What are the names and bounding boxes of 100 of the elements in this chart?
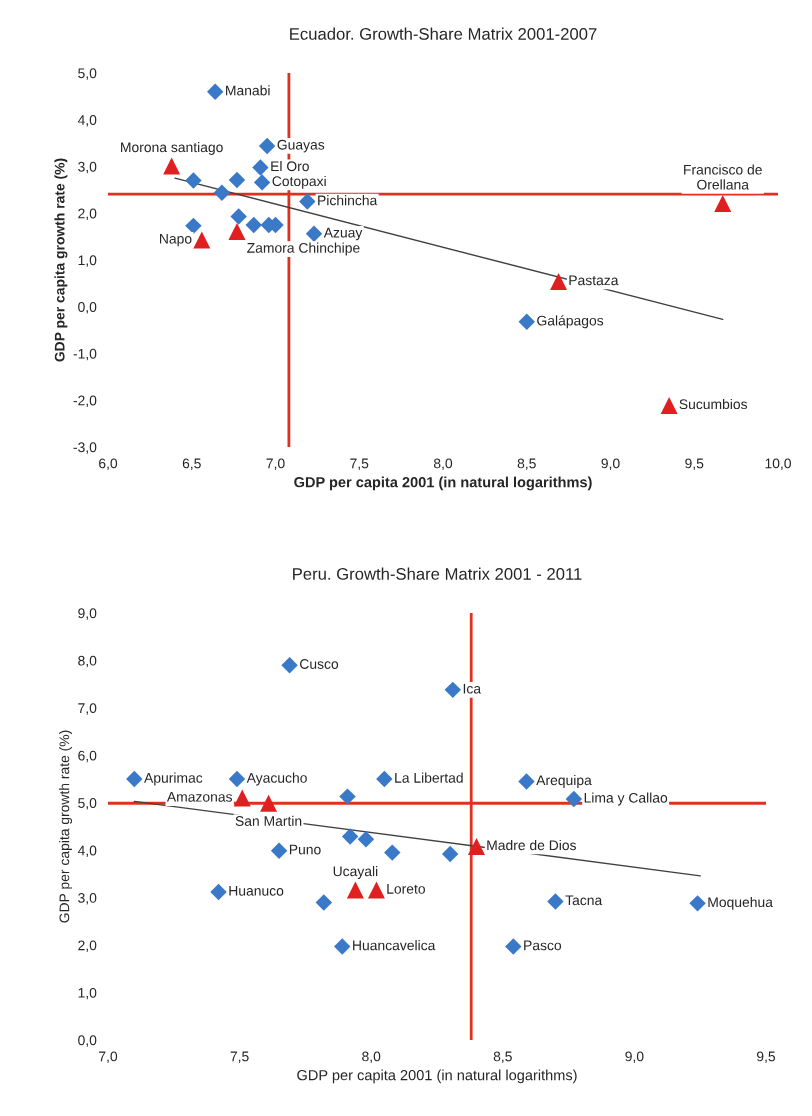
point (252, 159, 269, 176)
annotation: Sucumbios (679, 398, 748, 410)
x-tick-label: 8,0 (433, 458, 453, 470)
annotation: Pichincha (318, 195, 378, 206)
point (228, 222, 246, 240)
x-axis-title: GDP per capita 2001 (in natural logarithms) (297, 1069, 577, 1084)
point (505, 938, 522, 955)
point (281, 656, 298, 674)
annotation: Cotopaxi (272, 175, 326, 189)
annotation: San Martin (235, 815, 302, 826)
point (714, 194, 732, 212)
point (299, 193, 316, 210)
y-axis-title: GDP per capita growth rate (%) (54, 158, 68, 362)
y-tick-label: 3,0 (78, 161, 97, 174)
annotation: Apurimac (144, 772, 203, 786)
point (233, 789, 251, 807)
x-tick-label: 6,5 (182, 458, 201, 470)
annotation: Morona santiago (121, 141, 223, 155)
annotation: Manabi (226, 85, 270, 96)
annotation: Ica (463, 683, 482, 694)
y-tick-label: 3,0 (78, 893, 97, 905)
y-tick-label: 8,0 (78, 655, 97, 668)
y-tick-label: 4,0 (77, 115, 97, 127)
point (228, 770, 246, 788)
point (518, 773, 535, 790)
annotation: Ayacucho (246, 772, 307, 786)
annotation: Ucayali (333, 866, 378, 879)
point (245, 216, 262, 234)
point (346, 881, 364, 899)
annotation: Amazonas (166, 792, 233, 802)
y-tick-label: 0,0 (78, 1035, 97, 1047)
y-tick-label: 1,0 (78, 987, 97, 1000)
x-tick-label: 9,5 (757, 1051, 776, 1063)
point (547, 893, 564, 910)
x-tick-label: 10,0 (765, 458, 791, 470)
annotation: Huanuco (229, 886, 284, 896)
point (689, 895, 706, 912)
x-tick-label: 9,5 (685, 458, 704, 470)
annotation: Arequipa (536, 774, 592, 788)
annotation: Zamora Chinchipe (247, 242, 360, 256)
x-tick-label: 8,5 (493, 1051, 512, 1063)
point (518, 313, 535, 330)
point (384, 844, 401, 861)
chart-title: Peru. Growth-Share Matrix 2001 - 2011 (293, 567, 582, 580)
y-tick-label: -2,0 (73, 395, 97, 408)
x-tick-label: 7,5 (230, 1051, 249, 1063)
point (315, 894, 333, 911)
y-tick-label: -1,0 (73, 348, 97, 361)
y-tick-label: 0,0 (78, 302, 97, 314)
point (341, 828, 359, 845)
point (193, 231, 211, 249)
point (444, 681, 462, 699)
x-tick-label: 9,0 (625, 1051, 644, 1063)
point (253, 174, 271, 191)
point (334, 938, 351, 955)
point (305, 225, 323, 243)
annotation: Cusco (300, 659, 339, 669)
x-tick-label: 7,5 (350, 458, 369, 470)
point (185, 217, 202, 235)
point (367, 881, 385, 899)
annotation: Francisco de Orellana (684, 164, 762, 190)
x-tick-label: 6,0 (99, 458, 118, 470)
annotation: Puno (289, 844, 321, 855)
annotation: Pasco (524, 940, 562, 951)
point (228, 171, 246, 189)
x-tick-label: 8,0 (362, 1051, 381, 1063)
point (210, 883, 227, 901)
point (163, 157, 181, 175)
y-tick-label: -3,0 (73, 442, 97, 454)
point (126, 770, 143, 788)
annotation: Huancavelica (353, 940, 436, 951)
y-tick-label: 9,0 (78, 608, 97, 620)
y-tick-label: 5,0 (78, 798, 97, 810)
point (357, 831, 375, 848)
y-tick-label: 5,0 (78, 68, 97, 80)
point (185, 172, 202, 189)
annotation: Pastaza (569, 275, 619, 286)
annotation: Napo (160, 233, 192, 247)
chart-title: Ecuador. Growth-Share Matrix 2001-2007 (290, 27, 597, 40)
point (213, 184, 231, 201)
y-tick-label: 2,0 (78, 940, 97, 952)
point (260, 794, 278, 812)
y-tick-label: 4,0 (77, 845, 97, 858)
annotation: Azuay (323, 227, 363, 241)
y-tick-label: 7,0 (78, 703, 97, 715)
y-tick-label: 6,0 (78, 750, 97, 763)
annotation: Galápagos (537, 315, 604, 329)
point (550, 273, 568, 291)
y-tick-label: 2,0 (78, 208, 97, 221)
annotation: El Oro (271, 160, 309, 172)
y-tick-label: 1,0 (78, 255, 97, 267)
x-tick-label: 9,0 (601, 458, 620, 470)
point (467, 837, 485, 855)
annotation: Tacna (565, 895, 603, 906)
point (258, 137, 276, 155)
annotation: Guayas (277, 139, 325, 153)
point (441, 845, 459, 863)
point (565, 790, 583, 808)
point (206, 83, 224, 100)
annotation: Madre de Dios (487, 839, 577, 851)
